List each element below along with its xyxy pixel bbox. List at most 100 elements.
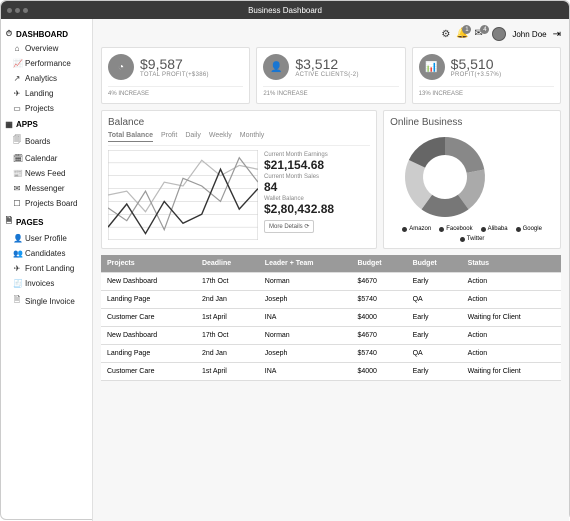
col-header: Projects bbox=[101, 255, 196, 273]
legend-dot bbox=[439, 227, 444, 232]
nav-icon: ☐ bbox=[13, 199, 21, 208]
gear-icon[interactable]: ⚙ bbox=[441, 29, 450, 40]
window-max-dot[interactable] bbox=[23, 8, 28, 13]
avatar[interactable] bbox=[492, 27, 506, 41]
table-row[interactable]: New Dashboard17th OctNorman$4670EarlyAct… bbox=[101, 273, 561, 291]
table-cell: Customer Care bbox=[101, 363, 196, 381]
table-cell: Action bbox=[462, 327, 561, 345]
kpi-value: $9,587 bbox=[140, 56, 209, 72]
nav-label: Calendar bbox=[25, 154, 57, 163]
logout-icon[interactable]: ⇥ bbox=[553, 29, 561, 40]
nav-label: User Profile bbox=[25, 234, 67, 243]
nav-icon: 🗓 bbox=[13, 154, 21, 163]
sidebar-item-overview[interactable]: ⌂Overview bbox=[5, 41, 88, 56]
tab-weekly[interactable]: Weekly bbox=[209, 132, 232, 142]
sidebar-item-user-profile[interactable]: 👤User Profile bbox=[5, 231, 88, 246]
notif-count-1: 1 bbox=[462, 25, 471, 34]
nav-icon: 🧾 bbox=[13, 279, 21, 288]
username[interactable]: John Doe bbox=[512, 30, 546, 39]
table-cell: 1st April bbox=[196, 363, 259, 381]
table-cell: QA bbox=[407, 291, 462, 309]
notification-bell-1[interactable]: 🔔 1 bbox=[456, 28, 468, 40]
nav-icon: ✈ bbox=[13, 264, 21, 273]
balance-title: Balance bbox=[108, 117, 370, 128]
window-min-dot[interactable] bbox=[15, 8, 20, 13]
sidebar-item-landing[interactable]: ✈Landing bbox=[5, 86, 88, 101]
tab-profit[interactable]: Profit bbox=[161, 132, 177, 142]
table-cell: Joseph bbox=[259, 345, 352, 363]
balance-chart bbox=[108, 150, 258, 240]
notification-bell-2[interactable]: ✉ 4 bbox=[474, 28, 486, 40]
table-header: ProjectsDeadlineLeader + TeamBudgetBudge… bbox=[101, 255, 561, 273]
kpi-foot: 13% INCREASE bbox=[419, 86, 554, 97]
sidebar-item-performance[interactable]: 📈Performance bbox=[5, 56, 88, 71]
table-row[interactable]: Landing Page2nd JanJoseph$5740QAAction bbox=[101, 345, 561, 363]
nav-label: Messenger bbox=[25, 184, 65, 193]
col-header: Budget bbox=[407, 255, 462, 273]
table-cell: INA bbox=[259, 363, 352, 381]
table-cell: $5740 bbox=[351, 291, 406, 309]
table-cell: Norman bbox=[259, 327, 352, 345]
sidebar-item-projects-board[interactable]: ☐Projects Board bbox=[5, 196, 88, 211]
table-cell: 2nd Jan bbox=[196, 345, 259, 363]
col-header: Status bbox=[462, 255, 561, 273]
tab-total-balance[interactable]: Total Balance bbox=[108, 132, 153, 142]
table-cell: $4670 bbox=[351, 327, 406, 345]
section-icon: ▦ bbox=[5, 120, 13, 129]
kpi-foot: 4% INCREASE bbox=[108, 86, 243, 97]
legend-dot bbox=[402, 227, 407, 232]
donut-legend: AmazonFacebookAlibabaGoogleTwitter bbox=[390, 226, 554, 242]
nav-icon: 👥 bbox=[13, 249, 21, 258]
sidebar-item-boards[interactable]: 🗐Boards bbox=[5, 131, 88, 151]
stat-value-3: $2,80,432.88 bbox=[264, 202, 370, 216]
table-cell: Early bbox=[407, 273, 462, 291]
kpi-sub: TOTAL PROFIT(+$386) bbox=[140, 72, 209, 78]
tab-monthly[interactable]: Monthly bbox=[240, 132, 265, 142]
sidebar-item-candidates[interactable]: 👥 Candidates bbox=[5, 246, 88, 261]
sidebar-item-analytics[interactable]: ↗Analytics bbox=[5, 71, 88, 86]
table-row[interactable]: Landing Page2nd JanJoseph$5740QAAction bbox=[101, 291, 561, 309]
section-icon: ⏱ bbox=[5, 29, 13, 39]
nav-icon: ✈ bbox=[13, 89, 21, 98]
table-row[interactable]: Customer Care1st AprilINA$4000EarlyWaiti… bbox=[101, 309, 561, 327]
nav-label: Front Landing bbox=[25, 264, 74, 273]
kpi-card-2: 📊$5,510PROFIT(+3.57%)13% INCREASE bbox=[412, 47, 561, 104]
legend-item-alibaba: Alibaba bbox=[481, 226, 508, 232]
kpi-icon: 👤 bbox=[263, 54, 289, 80]
table-cell: INA bbox=[259, 309, 352, 327]
sidebar-item-single-invoice[interactable]: 🗎Single Invoice bbox=[5, 291, 88, 311]
online-business-card: Online Business AmazonFacebookAlibabaGoo… bbox=[383, 110, 561, 249]
nav-label: Analytics bbox=[25, 74, 57, 83]
sidebar-item-messenger[interactable]: ✉Messenger bbox=[5, 181, 88, 196]
notif-count-2: 4 bbox=[480, 25, 489, 34]
table-cell: Landing Page bbox=[101, 345, 196, 363]
sidebar-item-calendar[interactable]: 🗓 Calendar bbox=[5, 151, 88, 166]
nav-icon: 🗐 bbox=[13, 134, 21, 148]
table-cell: Landing Page bbox=[101, 291, 196, 309]
nav-label: News Feed bbox=[25, 169, 65, 178]
sidebar-item-projects[interactable]: ▭Projects bbox=[5, 101, 88, 116]
kpi-icon: 📊 bbox=[419, 54, 445, 80]
nav-label: Single Invoice bbox=[25, 297, 75, 306]
sidebar-item-front-landing[interactable]: ✈ Front Landing bbox=[5, 261, 88, 276]
sidebar-item-news-feed[interactable]: 📰 News Feed bbox=[5, 166, 88, 181]
projects-table: ProjectsDeadlineLeader + TeamBudgetBudge… bbox=[101, 255, 561, 381]
nav-label: Projects bbox=[25, 104, 54, 113]
nav-icon: 📰 bbox=[13, 169, 21, 178]
more-details-button[interactable]: More Details ⟳ bbox=[264, 220, 314, 233]
tab-daily[interactable]: Daily bbox=[185, 132, 201, 142]
window-controls[interactable] bbox=[7, 8, 28, 13]
balance-tabs: Total Balance Profit Daily Weekly Monthly bbox=[108, 132, 370, 146]
table-row[interactable]: New Dashboard17th OctNorman$4670EarlyAct… bbox=[101, 327, 561, 345]
kpi-card-0: ◔$9,587TOTAL PROFIT(+$386)4% INCREASE bbox=[101, 47, 250, 104]
table-cell: $4000 bbox=[351, 309, 406, 327]
table-cell: Norman bbox=[259, 273, 352, 291]
window-title: Business Dashboard bbox=[248, 6, 322, 15]
legend-item-amazon: Amazon bbox=[402, 226, 431, 232]
table-row[interactable]: Customer Care1st AprilINA$4000EarlyWaiti… bbox=[101, 363, 561, 381]
main-content: ⚙ 🔔 1 ✉ 4 John Doe ⇥ ◔$9,587TOTAL PROFIT… bbox=[93, 19, 569, 521]
balance-stats: Current Month Earnings $21,154.68 Curren… bbox=[264, 150, 370, 240]
nav-label: Candidates bbox=[25, 249, 65, 258]
sidebar-item-invoices[interactable]: 🧾Invoices bbox=[5, 276, 88, 291]
window-close-dot[interactable] bbox=[7, 8, 12, 13]
